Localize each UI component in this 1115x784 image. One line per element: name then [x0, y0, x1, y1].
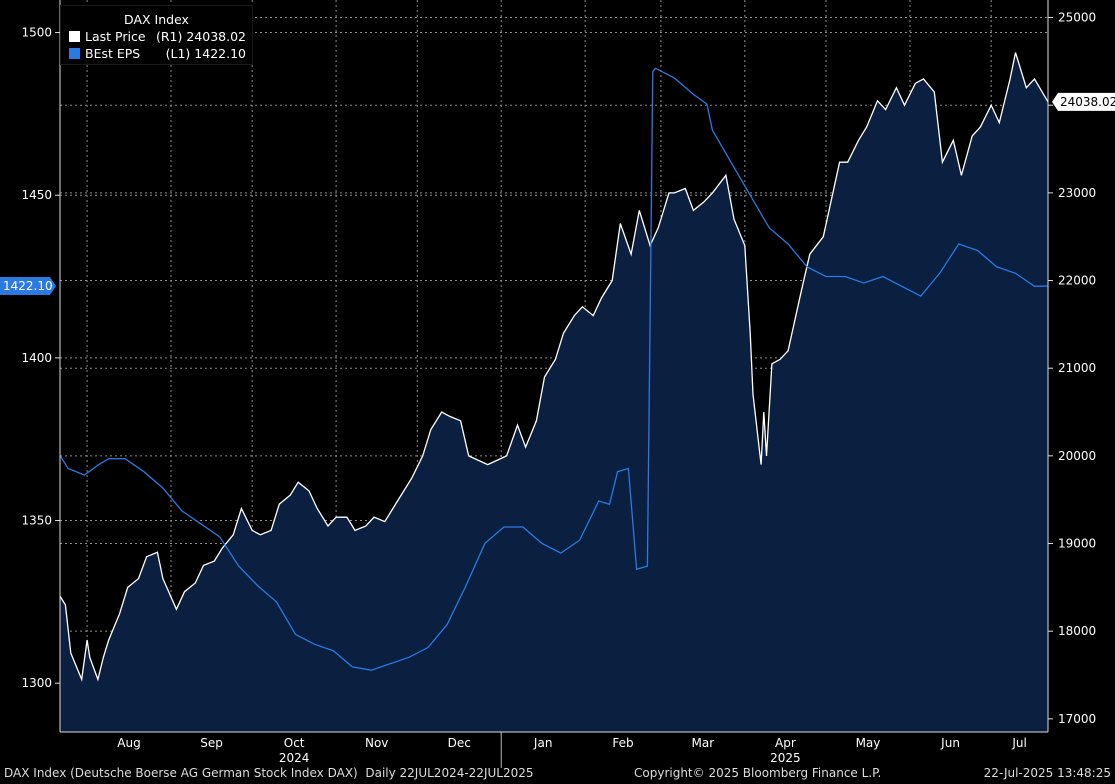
month-label: Aug [117, 736, 140, 750]
left-tick-label: 1350 [21, 514, 52, 528]
month-label: Jun [940, 736, 960, 750]
month-label: Dec [448, 736, 471, 750]
month-label: Feb [612, 736, 633, 750]
right-tick-label: 19000 [1058, 537, 1096, 551]
right-tick-label: 20000 [1058, 449, 1096, 463]
month-label: Apr [775, 736, 796, 750]
left-tick-label: 1500 [21, 26, 52, 40]
legend-series-name: BEst EPS [85, 46, 141, 61]
legend-row-eps: BEst EPS (L1) 1422.10 [61, 45, 252, 62]
legend-row-price: Last Price (R1) 24038.02 [61, 28, 252, 45]
right-tick-label: 18000 [1058, 624, 1096, 638]
legend-value: 1422.10 [194, 46, 246, 61]
eps-tag-label: 1422.10 [3, 279, 53, 293]
month-label: Jul [1011, 736, 1026, 750]
footer-timestamp: 22-Jul-2025 13:48:25 [983, 766, 1111, 780]
eps-tag [0, 276, 56, 295]
year-label: 2024 [279, 751, 310, 765]
right-tick-label: 25000 [1058, 11, 1096, 25]
legend-value: 24038.02 [186, 29, 246, 44]
left-tick-label: 1400 [21, 351, 52, 365]
legend: DAX Index Last Price (R1) 24038.02 BEst … [60, 5, 253, 65]
left-tick-label: 1300 [21, 676, 52, 690]
eps-line [59, 67, 1049, 671]
left-tick-label: 1450 [21, 188, 52, 202]
last-price-area [60, 52, 1048, 733]
last-price-tag [1052, 92, 1115, 111]
year-label: 2025 [770, 751, 801, 765]
footer-copyright: Copyright© 2025 Bloomberg Finance L.P. [634, 766, 882, 780]
month-label: Sep [200, 736, 223, 750]
last-price-tag-label: 24038.02 [1060, 95, 1115, 109]
legend-axis-tag: (R1) [155, 29, 183, 44]
swatch-icon [69, 48, 80, 59]
right-tick-label: 17000 [1058, 712, 1096, 726]
right-tick-label: 21000 [1058, 361, 1096, 375]
legend-series-name: Last Price [85, 29, 146, 44]
month-label: Oct [284, 736, 305, 750]
swatch-icon [69, 31, 80, 42]
value-tags: 24038.02 1422.10 [0, 92, 1115, 295]
month-label: May [856, 736, 881, 750]
right-tick-label: 22000 [1058, 274, 1096, 288]
month-label: Mar [692, 736, 715, 750]
legend-axis-tag: (L1) [165, 46, 191, 61]
series-lines [59, 52, 1049, 682]
last-price-line [59, 52, 1049, 682]
right-tick-label: 23000 [1058, 186, 1096, 200]
month-label: Jan [533, 736, 553, 750]
month-label: Nov [365, 736, 388, 750]
price-area [60, 52, 1048, 733]
legend-title: DAX Index [124, 12, 189, 27]
footer-description: DAX Index (Deutsche Boerse AG German Sto… [4, 766, 534, 780]
